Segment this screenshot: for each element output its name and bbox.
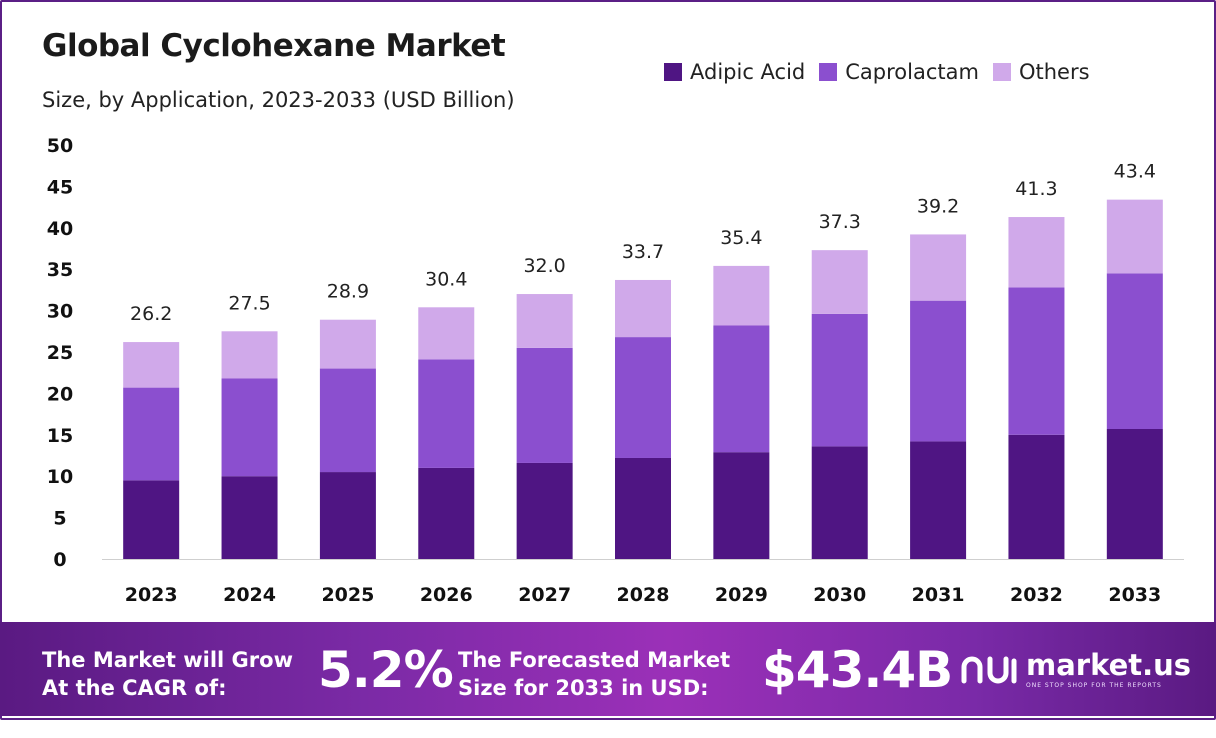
bar-adipic-acid-2028	[615, 457, 671, 559]
x-tick-label-2028: 2028	[617, 584, 670, 606]
legend-label-adipic-acid: Adipic Acid	[690, 60, 806, 84]
legend-label-others: Others	[1018, 60, 1090, 84]
bar-caprolactam-2030	[811, 313, 868, 447]
cagr-value: 5.2%	[318, 641, 454, 699]
y-tick-label: 25	[47, 342, 73, 364]
y-tick-label: 45	[47, 176, 73, 198]
bars	[123, 199, 1163, 559]
total-label-2032: 41.3	[1015, 178, 1057, 200]
x-tick-label-2025: 2025	[321, 584, 374, 606]
y-tick-label: 30	[47, 301, 73, 323]
legend-item-adipic-acid: Adipic Acid	[664, 60, 805, 84]
summary-banner: The Market will Grow At the CAGR of: 5.2…	[0, 622, 1216, 716]
y-tick-label: 0	[53, 549, 66, 571]
chart-legend: Adipic Acid Caprolactam Others	[664, 60, 1104, 84]
bar-others-2032	[1008, 217, 1065, 288]
chart-title: Global Cyclohexane Market	[42, 28, 506, 64]
bar-others-2027	[516, 294, 573, 348]
bar-others-2030	[811, 250, 868, 314]
bar-others-2024	[221, 331, 278, 379]
legend-swatch-caprolactam	[819, 63, 838, 81]
chart-frame: Global Cyclohexane Market Size, by Appli…	[0, 0, 1216, 720]
bar-caprolactam-2028	[615, 337, 671, 458]
bar-others-2025	[319, 319, 376, 369]
total-label-2024: 27.5	[228, 292, 270, 314]
forecast-caption: The Forecasted Market Size for 2033 in U…	[458, 646, 730, 702]
legend-item-caprolactam: Caprolactam	[819, 60, 979, 84]
brand-mark-icon	[961, 656, 1017, 683]
y-tick-label: 5	[53, 508, 66, 530]
total-label-2025: 28.9	[327, 281, 369, 303]
bar-caprolactam-2025	[319, 368, 376, 473]
forecast-caption-line2: Size for 2033 in USD:	[458, 676, 709, 700]
bar-adipic-acid-2025	[319, 472, 376, 559]
legend-swatch-adipic-acid	[664, 63, 682, 81]
total-label-2026: 30.4	[425, 268, 467, 290]
total-labels: 26.2 27.5 28.9 30.4 32.0 33.7 35.4 37.3 39.2 41.3…	[130, 161, 1156, 325]
bar-others-2031	[910, 234, 967, 301]
legend-label-caprolactam: Caprolactam	[845, 60, 979, 84]
bar-adipic-acid-2029	[713, 452, 770, 559]
bar-others-2029	[713, 265, 770, 326]
bar-caprolactam-2026	[418, 359, 475, 468]
bar-adipic-acid-2023	[123, 480, 180, 559]
cagr-caption-line2: At the CAGR of:	[42, 676, 227, 700]
bar-caprolactam-2031	[910, 300, 967, 442]
bar-caprolactam-2027	[516, 347, 573, 463]
bar-caprolactam-2033	[1106, 273, 1163, 430]
y-tick-label: 20	[47, 383, 73, 405]
brand-logo: market.us ONE STOP SHOP FOR THE REPORTS	[960, 650, 1191, 689]
total-label-2027: 32.0	[523, 255, 565, 277]
x-tick-label-2023: 2023	[125, 584, 178, 606]
brand-tagline: ONE STOP SHOP FOR THE REPORTS	[1026, 682, 1162, 689]
y-tick-label: 35	[47, 259, 73, 281]
y-axis: 0 5 10 15 20 25 30 35 40 45 50	[47, 135, 73, 571]
bar-adipic-acid-2032	[1008, 434, 1065, 559]
y-tick-label: 50	[47, 135, 73, 157]
bar-caprolactam-2032	[1008, 287, 1065, 435]
bar-caprolactam-2023	[123, 387, 180, 481]
legend-swatch-others	[992, 63, 1011, 81]
total-label-2023: 26.2	[130, 303, 172, 325]
x-tick-label-2033: 2033	[1108, 584, 1161, 606]
cagr-caption: The Market will Grow At the CAGR of:	[42, 646, 293, 702]
bar-others-2028	[615, 279, 671, 338]
bar-others-2033	[1106, 199, 1163, 274]
bar-adipic-acid-2024	[221, 476, 278, 559]
bar-caprolactam-2024	[221, 378, 278, 477]
x-axis: 2023 2024 2025 2026 2027 2028 2029 2030 2031 2032…	[102, 559, 1184, 606]
x-tick-label-2029: 2029	[715, 584, 768, 606]
x-tick-label-2026: 2026	[420, 584, 473, 606]
x-tick-label-2032: 2032	[1010, 584, 1063, 606]
total-label-2030: 37.3	[819, 211, 861, 233]
x-tick-label-2024: 2024	[223, 584, 276, 606]
x-tick-label-2027: 2027	[518, 584, 571, 606]
bar-adipic-acid-2026	[418, 467, 475, 559]
total-label-2033: 43.4	[1114, 161, 1156, 183]
y-tick-label: 15	[47, 425, 73, 447]
bar-adipic-acid-2027	[516, 462, 573, 559]
forecast-caption-line1: The Forecasted Market	[458, 648, 731, 672]
total-label-2029: 35.4	[720, 227, 762, 249]
y-tick-label: 40	[47, 218, 73, 240]
x-tick-label-2030: 2030	[813, 584, 866, 606]
total-label-2028: 33.7	[622, 241, 664, 263]
x-tick-label-2031: 2031	[912, 584, 965, 606]
legend-item-others: Others	[992, 60, 1090, 84]
bar-others-2026	[418, 307, 475, 360]
bar-adipic-acid-2033	[1106, 429, 1163, 559]
brand-name: market.us	[1026, 648, 1192, 682]
forecast-value: $43.4B	[762, 641, 953, 699]
chart-subtitle: Size, by Application, 2023-2033 (USD Bil…	[42, 88, 515, 112]
y-tick-label: 10	[47, 466, 73, 488]
bar-caprolactam-2029	[713, 325, 770, 453]
bar-adipic-acid-2031	[910, 441, 967, 559]
cagr-caption-line1: The Market will Grow	[42, 648, 293, 672]
total-label-2031: 39.2	[917, 195, 959, 217]
bar-adipic-acid-2030	[811, 446, 868, 559]
bar-others-2023	[123, 342, 180, 388]
